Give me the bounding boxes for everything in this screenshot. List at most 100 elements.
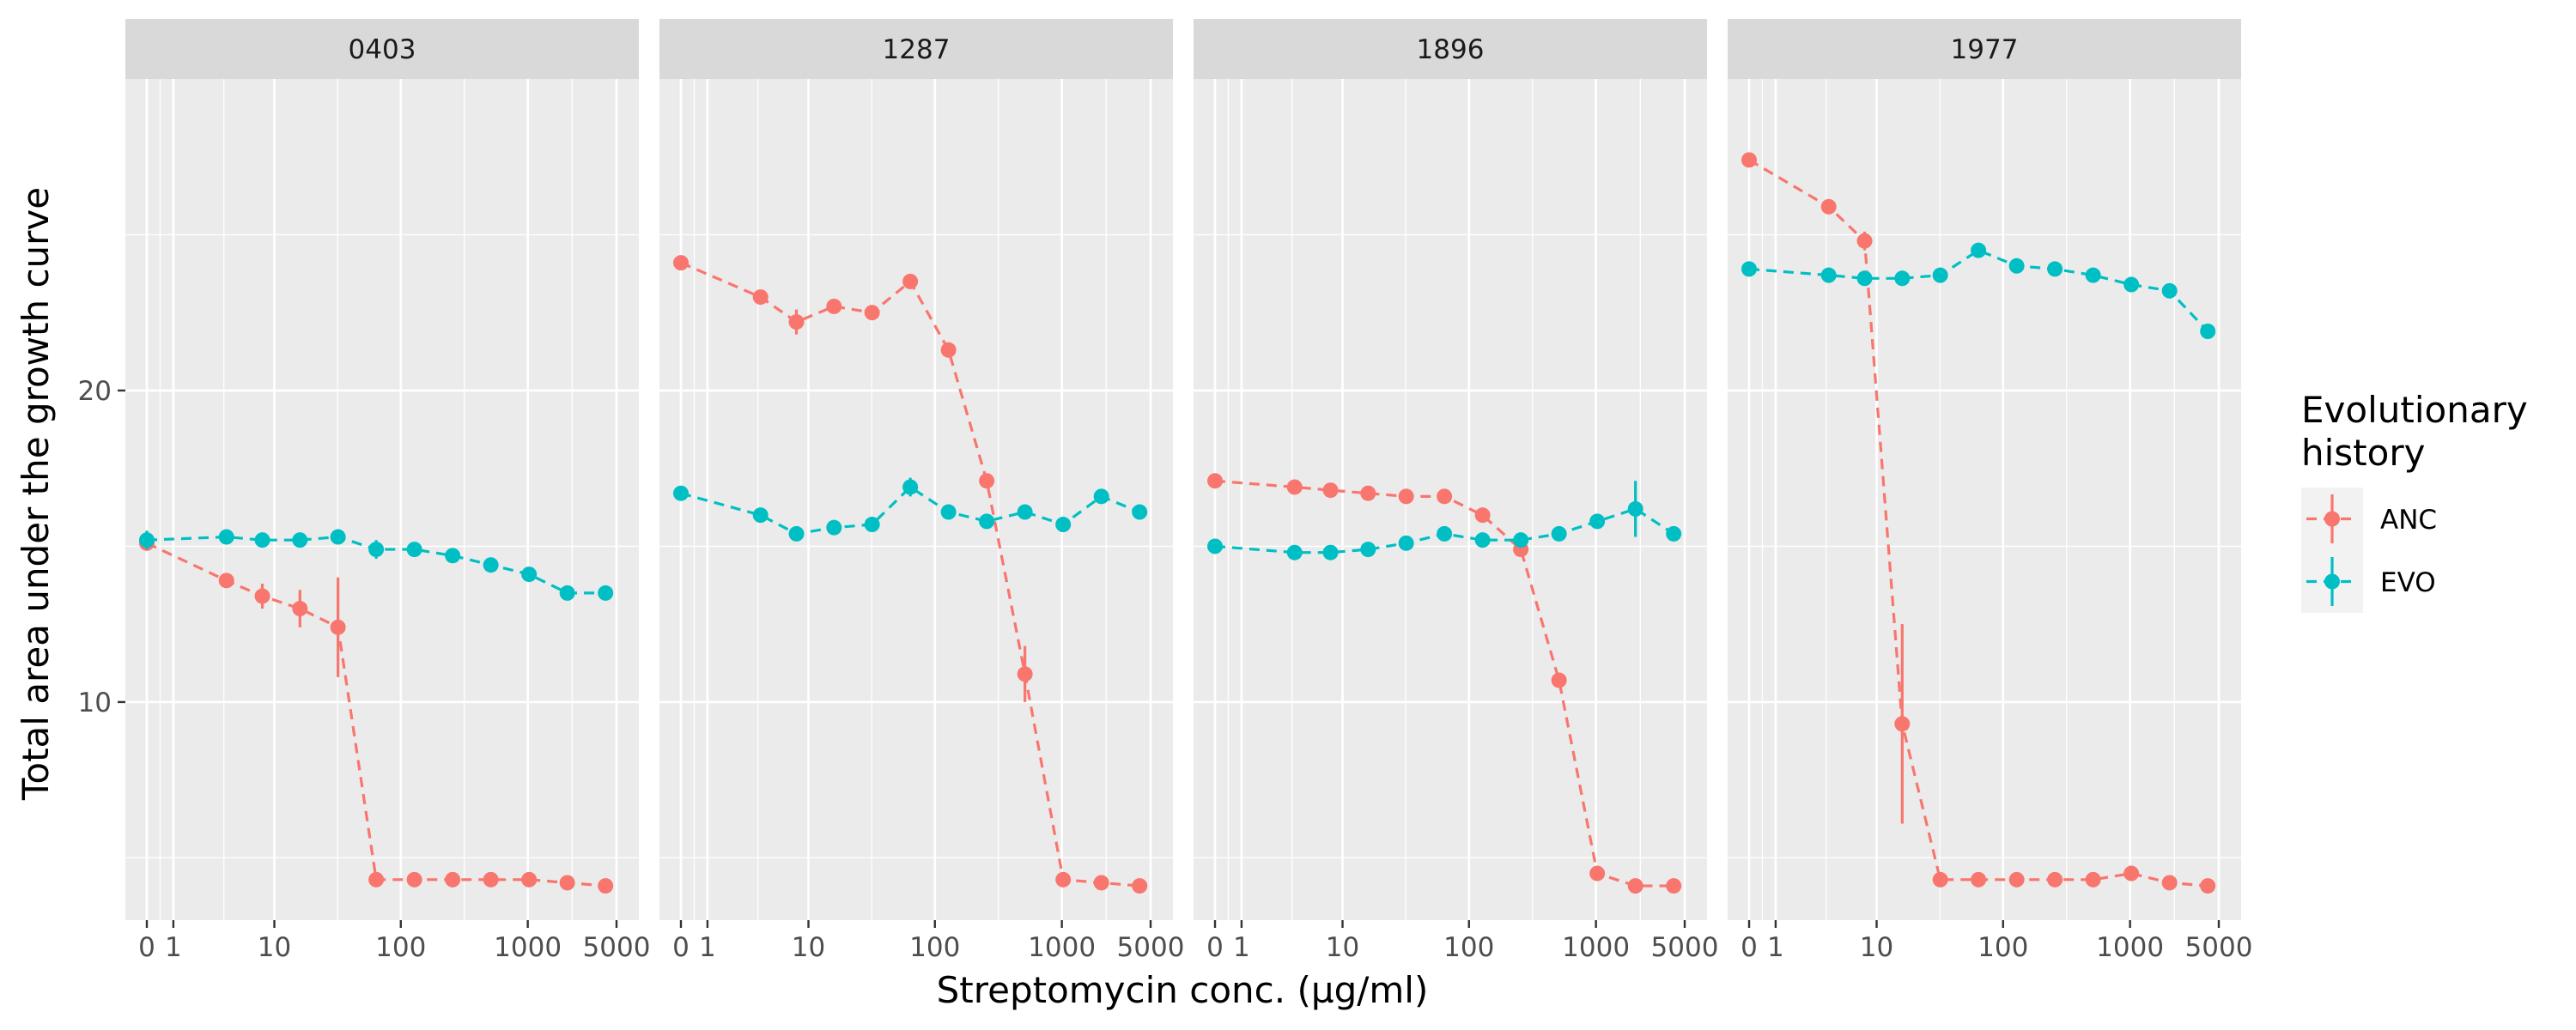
facet-strip: [659, 19, 1173, 79]
x-tick-label: 1000: [494, 932, 562, 963]
data-point-evo: [752, 507, 769, 524]
data-point-evo: [1207, 538, 1223, 554]
data-point-evo: [1398, 535, 1414, 551]
data-point-evo: [445, 548, 461, 564]
data-point-anc: [1856, 233, 1873, 249]
x-tick-label: 1: [1767, 932, 1784, 963]
series-anc: [1207, 473, 1682, 894]
data-point-evo: [826, 519, 842, 536]
series-evo: [1741, 242, 2216, 339]
data-point-evo: [330, 529, 346, 545]
data-point-anc: [940, 342, 957, 358]
data-point-evo: [864, 517, 880, 533]
x-tick-label: 0: [672, 932, 690, 963]
x-axis-title: Streptomycin conc. (µg/ml): [937, 969, 1429, 1011]
facet-panel-1287: 1287 0 1 10 100 1000 5000: [659, 19, 1184, 963]
data-point-anc: [368, 871, 385, 888]
data-point-anc: [1627, 878, 1643, 894]
x-tick-label: 1: [1233, 932, 1250, 963]
data-point-evo: [1093, 488, 1109, 505]
series-evo: [1207, 481, 1682, 560]
data-point-anc: [559, 875, 575, 891]
data-point-anc: [1820, 198, 1837, 215]
data-point-evo: [406, 542, 422, 558]
legend-label-anc: ANC: [2380, 505, 2437, 536]
data-point-evo: [1513, 532, 1529, 548]
data-point-anc: [1132, 878, 1148, 894]
series-anc: [1741, 152, 2216, 894]
data-point-evo: [2085, 267, 2101, 283]
data-point-anc: [2008, 871, 2025, 888]
data-point-anc: [1666, 878, 1682, 894]
data-point-anc: [1093, 875, 1109, 891]
data-point-anc: [2123, 865, 2140, 882]
data-point-anc: [1286, 479, 1303, 495]
data-point-anc: [1971, 871, 1987, 888]
data-point-anc: [2161, 875, 2178, 891]
data-point-evo: [1894, 270, 1911, 287]
panel-background: [659, 79, 1173, 920]
x-tick-label: 100: [909, 932, 960, 963]
series-anc: [139, 535, 614, 894]
data-point-anc: [2047, 871, 2063, 888]
legend-title: Evolutionary: [2301, 389, 2528, 431]
legend-title: history: [2301, 432, 2425, 474]
data-point-evo: [2123, 276, 2140, 293]
data-point-evo: [292, 532, 308, 548]
data-point-anc: [521, 871, 538, 888]
facet-strip-label: 1287: [883, 34, 951, 65]
series-evo: [139, 529, 614, 601]
data-point-anc: [1894, 716, 1911, 732]
x-tick-label: 100: [1978, 932, 2028, 963]
data-point-anc: [979, 473, 995, 489]
facet-panel-0403: 0403 0 1 10 100 1000 5000: [125, 19, 650, 963]
x-tick-label: 1000: [1562, 932, 1630, 963]
facet-strip-label: 1896: [1417, 34, 1485, 65]
data-point-anc: [1437, 488, 1453, 505]
data-point-evo: [1322, 544, 1339, 560]
data-point-evo: [979, 513, 995, 530]
data-point-anc: [1360, 485, 1376, 501]
data-point-evo: [139, 532, 155, 548]
panel-background: [1728, 79, 2241, 920]
data-point-evo: [788, 525, 805, 542]
data-point-anc: [1474, 507, 1491, 524]
data-point-evo: [1932, 267, 1948, 283]
x-tick-label: 5000: [2185, 932, 2253, 963]
data-point-anc: [254, 588, 270, 604]
data-point-anc: [330, 619, 346, 635]
data-point-evo: [559, 585, 575, 601]
data-point-evo: [1627, 500, 1643, 517]
data-point-evo: [1741, 261, 1757, 277]
x-tick-label: 100: [1443, 932, 1494, 963]
data-point-evo: [940, 504, 957, 520]
facet-strip: [125, 19, 639, 79]
data-point-anc: [218, 573, 234, 589]
facet-strip-label: 0403: [349, 34, 416, 65]
x-tick-label: 5000: [583, 932, 651, 963]
data-point-evo: [2200, 324, 2216, 339]
x-tick-label: 10: [1326, 932, 1359, 963]
data-point-evo: [1589, 513, 1606, 530]
legend-label-evo: EVO: [2380, 567, 2436, 598]
data-point-evo: [1474, 532, 1491, 548]
data-point-anc: [1055, 871, 1072, 888]
x-tick-label: 0: [1206, 932, 1224, 963]
x-tick-label: 10: [258, 932, 291, 963]
x-tick-label: 5000: [1651, 932, 1719, 963]
facet-strip-label: 1977: [1951, 34, 2019, 65]
x-tick-label: 0: [138, 932, 155, 963]
data-point-anc: [2085, 871, 2101, 888]
data-point-evo: [598, 585, 614, 601]
facet-strip: [1194, 19, 1707, 79]
data-point-anc: [864, 305, 880, 321]
data-point-evo: [1437, 525, 1453, 542]
y-tick-label: 20: [78, 376, 112, 407]
data-point-anc: [292, 601, 308, 617]
data-point-anc: [445, 871, 461, 888]
x-tick-label: 1: [699, 932, 716, 963]
x-tick-label: 100: [375, 932, 426, 963]
data-point-anc: [598, 878, 614, 894]
